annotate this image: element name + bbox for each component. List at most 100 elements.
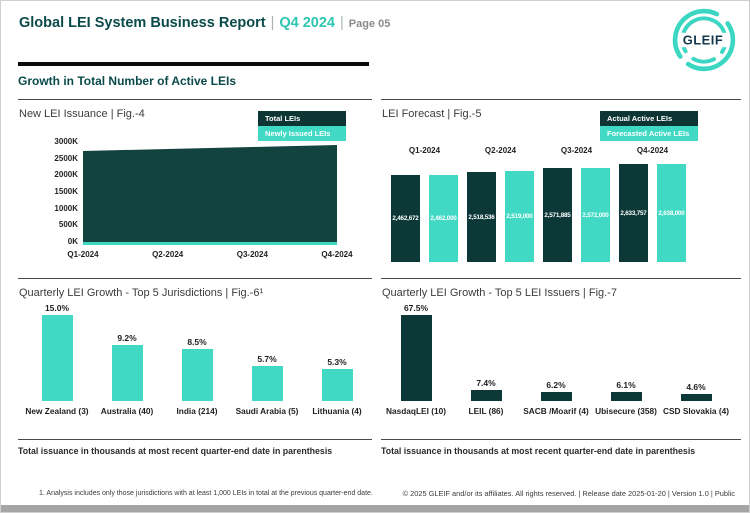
bar-category-label: SACB /Moarif (4) bbox=[523, 406, 589, 416]
bar-value-label: 8.5% bbox=[187, 337, 207, 347]
bar-category-label: Australia (40) bbox=[100, 406, 154, 416]
bar-pair: 2,571,885 2,572,000 bbox=[543, 162, 610, 262]
bar-value-label: 2,462,672 bbox=[392, 215, 419, 222]
chart-top5-lei-issuers: Quarterly LEI Growth - Top 5 LEI Issuers… bbox=[381, 278, 741, 458]
quarter-group: Q1-2024 2,462,672 2,462,000 bbox=[391, 146, 458, 262]
bar bbox=[680, 394, 712, 401]
gleif-logo-text: GLEIF bbox=[683, 33, 724, 48]
bar-category-label: Ubisecure (358) bbox=[595, 406, 657, 416]
bars: 15.0% New Zealand (3) 9.2% Australia (40) 8.… bbox=[22, 303, 372, 416]
y-axis-tick: 0K bbox=[67, 236, 78, 246]
quarter-group: Q4-2024 2,633,757 2,638,000 bbox=[619, 146, 686, 262]
bar-pair: 2,462,672 2,462,000 bbox=[391, 162, 458, 262]
quarter-group: Q2-2024 2,518,536 2,519,000 bbox=[467, 146, 534, 262]
chart-caption: Total issuance in thousands at most rece… bbox=[18, 439, 372, 456]
bar-value-label: 7.4% bbox=[476, 378, 496, 388]
gleif-logo: GLEIF bbox=[672, 8, 736, 72]
bar-slot: 67.5% NasdaqLEI (10) bbox=[381, 303, 451, 416]
y-axis-tick: 500K bbox=[58, 220, 78, 230]
bar-value-label: 5.3% bbox=[327, 357, 347, 367]
bar-slot: 15.0% New Zealand (3) bbox=[22, 303, 92, 416]
report-header: Global LEI System Business Report | Q4 202… bbox=[19, 15, 390, 31]
bar bbox=[41, 315, 73, 401]
y-axis-tick: 2000K bbox=[54, 170, 78, 180]
bar-slot: 4.6% CSD Slovakia (4) bbox=[661, 303, 731, 416]
bar-value-label: 2,519,000 bbox=[506, 213, 533, 220]
chart-lei-forecast: LEI Forecast | Fig.-5 Actual Active LEIs… bbox=[381, 99, 741, 278]
bar-value-label: 2,518,536 bbox=[468, 213, 495, 221]
bar bbox=[181, 349, 213, 401]
bar-value-label: 4.6% bbox=[686, 382, 706, 392]
report-quarter: Q4 2024 bbox=[279, 15, 335, 31]
bar-category-label: CSD Slovakia (4) bbox=[663, 406, 729, 416]
chart-title: LEI Forecast | Fig.-5 bbox=[382, 108, 482, 120]
bar-category-label: Lithuania (4) bbox=[312, 406, 362, 416]
bar-category-label: NasdaqLEI (10) bbox=[386, 406, 446, 416]
bar-value-label: 6.1% bbox=[616, 380, 636, 390]
quarter-group: Q3-2024 2,571,885 2,572,000 bbox=[543, 146, 610, 262]
y-axis-tick: 2500K bbox=[54, 153, 78, 163]
bar-groups: Q1-2024 2,462,672 2,462,000 Q2-2024 2,518,53… bbox=[391, 146, 686, 262]
bar-category-label: LEIL (86) bbox=[468, 406, 504, 416]
actual-active-leis-bar: 2,633,757 bbox=[619, 164, 648, 262]
y-axis: 3000K 2500K 2000K 1500K 1000K 500K 0K bbox=[18, 138, 78, 246]
bar-value-label: 15.0% bbox=[44, 303, 70, 313]
bar-value-label: 6.2% bbox=[546, 380, 566, 390]
bar bbox=[321, 369, 353, 401]
y-axis-tick: 3000K bbox=[54, 137, 78, 146]
bars: 67.5% NasdaqLEI (10) 7.4% LEIL (86) 6.2% SACB… bbox=[381, 303, 731, 416]
y-axis-tick: 1500K bbox=[54, 186, 78, 196]
x-axis-tick: Q1-2024 bbox=[67, 250, 99, 259]
header-separator: | bbox=[270, 15, 275, 31]
bar-category-label: Saudi Arabia (5) bbox=[235, 406, 299, 416]
y-axis-tick: 1000K bbox=[54, 203, 78, 213]
bar bbox=[111, 345, 143, 401]
section-heading: Growth in Total Number of Active LEIs bbox=[18, 74, 237, 88]
bar-slot: 9.2% Australia (40) bbox=[92, 303, 162, 416]
x-axis-tick: Q4-2024 bbox=[321, 250, 353, 259]
bar-value-label: 2,633,757 bbox=[620, 209, 647, 217]
forecasted-active-leis-bar: 2,519,000 bbox=[505, 171, 534, 262]
copyright-line: © 2025 GLEIF and/or its affiliates. All … bbox=[402, 489, 735, 498]
quarter-label: Q2-2024 bbox=[484, 146, 517, 155]
bar-slot: 5.7% Saudi Arabia (5) bbox=[232, 303, 302, 416]
bar-value-label: 2,462,000 bbox=[430, 215, 457, 222]
report-title: Global LEI System Business Report bbox=[19, 15, 266, 31]
actual-active-leis-bar: 2,571,885 bbox=[543, 168, 572, 262]
bar-slot: 6.1% Ubisecure (358) bbox=[591, 303, 661, 416]
legend-item-newly-issued-leis: Newly Issued LEIs bbox=[258, 126, 346, 141]
chart-new-lei-issuance: New LEI Issuance | Fig.-4 Total LEIs New… bbox=[18, 99, 372, 278]
legend-item-total-leis: Total LEIs bbox=[258, 111, 346, 126]
bar-category-label: India (214) bbox=[176, 406, 218, 416]
chart-title: Quarterly LEI Growth - Top 5 LEI Issuers… bbox=[382, 287, 617, 299]
header-separator: | bbox=[340, 15, 344, 31]
forecasted-active-leis-bar: 2,462,000 bbox=[429, 175, 458, 262]
bar-category-label: New Zealand (3) bbox=[25, 406, 89, 416]
bar-value-label: 67.5% bbox=[403, 303, 429, 313]
window-bottom-edge bbox=[1, 505, 749, 512]
bar bbox=[470, 390, 502, 401]
bar bbox=[251, 366, 283, 401]
bar bbox=[540, 392, 572, 401]
quarter-label: Q1-2024 bbox=[408, 146, 441, 155]
bar-slot: 7.4% LEIL (86) bbox=[451, 303, 521, 416]
legend-item-actual-active-leis: Actual Active LEIs bbox=[600, 111, 698, 126]
bar bbox=[400, 315, 432, 401]
bar-slot: 8.5% India (214) bbox=[162, 303, 232, 416]
x-axis-tick: Q2-2024 bbox=[152, 250, 184, 259]
bar-slot: 5.3% Lithuania (4) bbox=[302, 303, 372, 416]
quarter-label: Q3-2024 bbox=[560, 146, 593, 155]
bar-value-label: 2,638,000 bbox=[658, 209, 685, 217]
legend: Total LEIs Newly Issued LEIs bbox=[258, 111, 346, 141]
bar-pair: 2,518,536 2,519,000 bbox=[467, 162, 534, 262]
bar-value-label: 2,571,885 bbox=[544, 211, 571, 219]
x-axis: Q1-2024 Q2-2024 Q3-2024 Q4-2024 bbox=[67, 250, 352, 262]
total-leis-area bbox=[83, 145, 337, 242]
chart-title: New LEI Issuance | Fig.-4 bbox=[19, 108, 145, 120]
actual-active-leis-bar: 2,518,536 bbox=[467, 172, 496, 262]
bar-value-label: 2,572,000 bbox=[582, 211, 609, 219]
quarter-label: Q4-2024 bbox=[636, 146, 669, 155]
chart-title: Quarterly LEI Growth - Top 5 Jurisdictio… bbox=[19, 287, 264, 299]
bar-value-label: 5.7% bbox=[257, 354, 277, 364]
